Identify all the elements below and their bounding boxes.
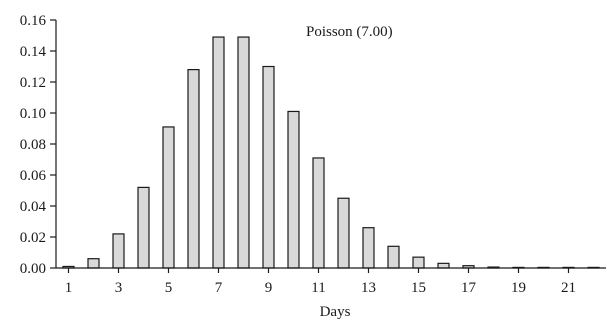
bars-group bbox=[62, 36, 600, 269]
bar-day-3 bbox=[112, 233, 125, 269]
y-tick-label: 0.16 bbox=[20, 13, 47, 29]
x-tick-label: 5 bbox=[165, 280, 173, 296]
bar-day-10 bbox=[287, 110, 300, 269]
x-ticks-group: 1 3 5 7 9 11 13 15 17 19 21 bbox=[65, 268, 576, 296]
y-tick-label: 0.00 bbox=[20, 261, 46, 277]
bar-day-16 bbox=[437, 262, 450, 269]
bar-day-4 bbox=[137, 186, 150, 269]
x-tick-label: 13 bbox=[361, 280, 376, 296]
bar-day-11 bbox=[312, 157, 325, 269]
y-tick-label: 0.04 bbox=[20, 199, 47, 215]
y-tick-label: 0.12 bbox=[20, 75, 46, 91]
bar-day-7 bbox=[212, 36, 225, 269]
x-tick-label: 21 bbox=[561, 280, 576, 296]
bar-day-2 bbox=[87, 258, 100, 269]
y-tick-label: 0.08 bbox=[20, 137, 46, 153]
x-tick-label: 3 bbox=[115, 280, 123, 296]
bar-day-9 bbox=[262, 65, 275, 269]
y-ticks-group: 0.00 0.02 0.04 0.06 0.08 0.10 0.12 0.14 0.16 bbox=[20, 13, 56, 277]
chart-annotation: Poisson (7.00) bbox=[306, 24, 393, 40]
y-tick-label: 0.02 bbox=[20, 230, 46, 246]
x-tick-label: 11 bbox=[311, 280, 325, 296]
y-tick-label: 0.06 bbox=[20, 168, 47, 184]
y-tick-label: 0.14 bbox=[20, 44, 47, 60]
x-tick-label: 17 bbox=[461, 280, 477, 296]
x-tick-label: 9 bbox=[265, 280, 273, 296]
x-tick-label: 19 bbox=[511, 280, 526, 296]
bar-day-12 bbox=[337, 197, 350, 269]
bar-day-13 bbox=[362, 227, 375, 269]
bar-day-5 bbox=[162, 126, 175, 269]
bar-day-14 bbox=[387, 245, 400, 269]
y-tick-label: 0.10 bbox=[20, 106, 46, 122]
x-tick-label: 1 bbox=[65, 280, 73, 296]
bar-day-15 bbox=[412, 256, 425, 269]
bar-day-8 bbox=[237, 36, 250, 269]
x-axis-title: Days bbox=[320, 304, 351, 320]
x-tick-label: 15 bbox=[411, 280, 426, 296]
bar-day-6 bbox=[187, 68, 200, 269]
x-tick-label: 7 bbox=[215, 280, 223, 296]
